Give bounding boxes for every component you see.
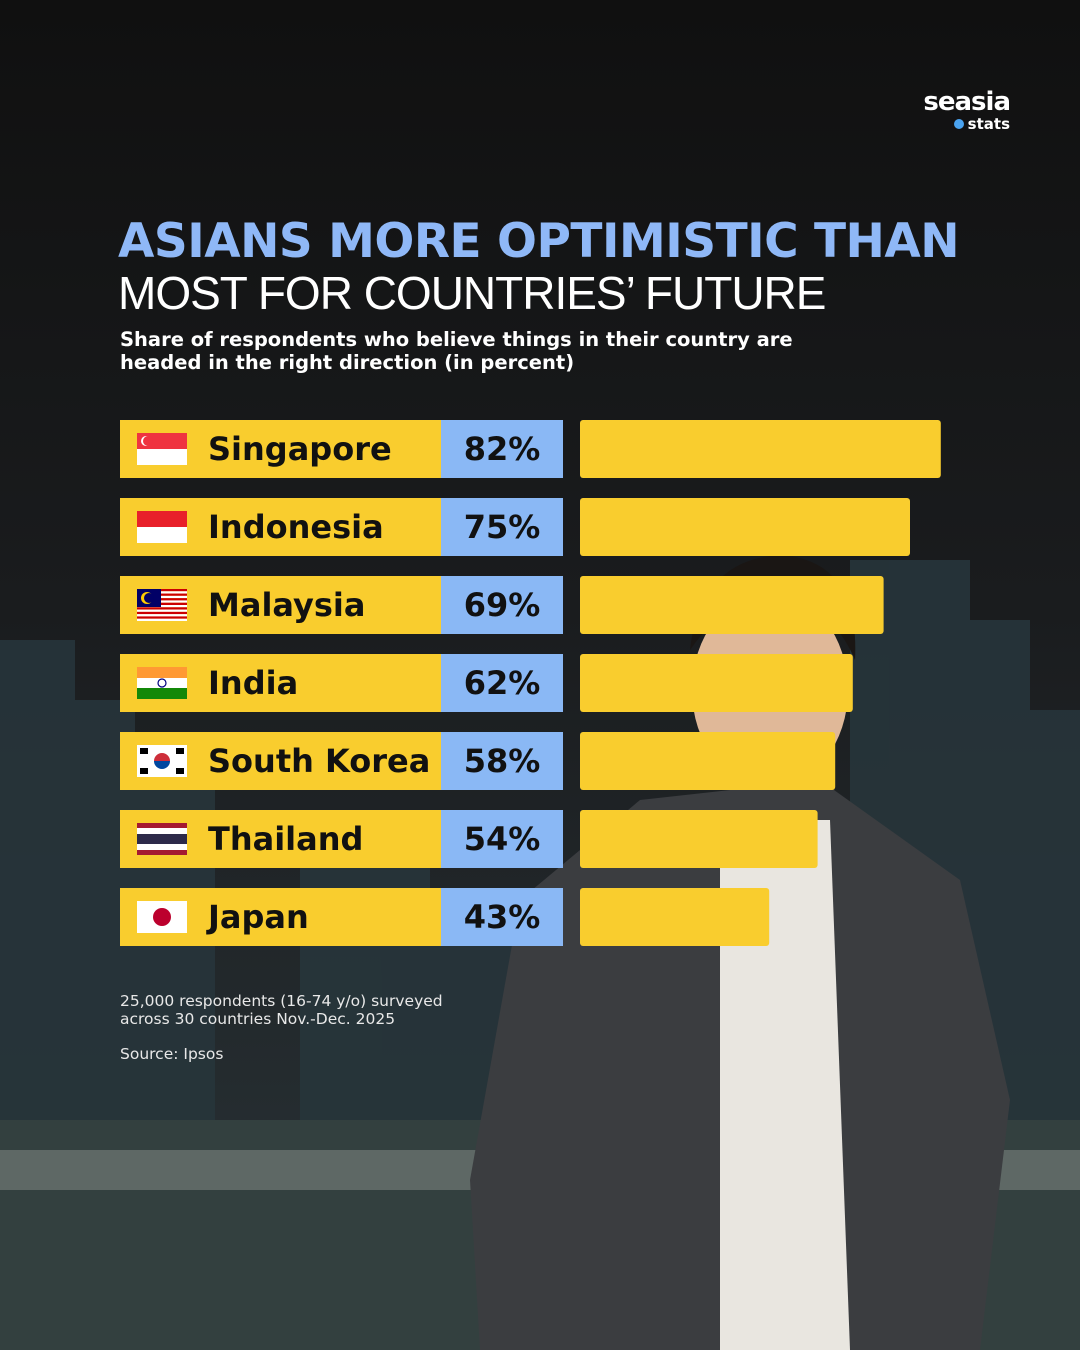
chart-subtitle: Share of respondents who believe things … — [120, 328, 793, 374]
flag-part — [137, 589, 187, 592]
bar — [580, 576, 884, 634]
flag-part — [137, 449, 187, 465]
category-label: Singapore — [208, 430, 392, 468]
flag-part — [137, 616, 187, 619]
flag-part — [176, 748, 184, 754]
flag — [137, 589, 187, 621]
category-label: Thailand — [208, 820, 363, 858]
flag-part — [137, 511, 187, 527]
value-box — [441, 810, 563, 868]
value-box — [441, 576, 563, 634]
flag-part — [137, 667, 187, 678]
category-label: Indonesia — [208, 508, 384, 546]
flag-part — [137, 618, 187, 621]
flag-part — [137, 828, 187, 834]
flag-part — [154, 761, 170, 769]
bar — [580, 420, 941, 478]
value-label: 75% — [464, 508, 541, 546]
flag-part — [140, 748, 148, 754]
flag-part — [137, 678, 187, 688]
flag-part — [143, 436, 153, 446]
flag-part — [137, 844, 187, 850]
note: 25,000 respondents (16-74 y/o) surveyed … — [120, 992, 443, 1028]
chart: Singapore 82% Indonesia 75% Malaysia 69% India… — [120, 420, 941, 946]
brand-tag: stats — [923, 116, 1010, 132]
category-label: Japan — [206, 898, 309, 936]
flag-part — [137, 605, 187, 608]
value-label: 62% — [464, 664, 541, 702]
flag-part — [153, 908, 171, 926]
bar — [580, 888, 770, 946]
chart-title: MOST FOR COUNTRIES’ FUTURE — [118, 267, 826, 319]
flag-part — [137, 823, 187, 828]
flag — [137, 745, 187, 777]
flag-part — [137, 527, 187, 543]
flag-part — [137, 591, 187, 594]
flag-part — [157, 678, 167, 688]
category-label: India — [208, 664, 298, 702]
flag-part — [137, 598, 187, 601]
flag-part — [154, 753, 170, 761]
source: Source: Ipsos — [120, 1045, 224, 1063]
flag-part — [137, 600, 187, 603]
flag — [137, 823, 187, 855]
bar — [580, 810, 818, 868]
bar — [580, 498, 910, 556]
flag-part — [137, 607, 187, 610]
flag-part — [137, 602, 187, 605]
value-box — [441, 654, 563, 712]
flag-part — [176, 768, 184, 774]
value-label: 82% — [464, 430, 541, 468]
flag-part — [140, 768, 148, 774]
value-box — [441, 888, 563, 946]
flag-part — [137, 688, 187, 699]
flag-part — [137, 611, 187, 615]
flag-part — [137, 593, 187, 596]
value-box — [441, 498, 563, 556]
flag-part — [144, 593, 154, 603]
category-label: Malaysia — [208, 586, 365, 624]
value-box — [441, 420, 563, 478]
bar — [580, 654, 853, 712]
flag — [137, 433, 187, 465]
category-label: South Korea — [208, 742, 430, 780]
brand-name: seasia — [923, 87, 1011, 117]
value-box — [441, 732, 563, 790]
value-label: 58% — [464, 742, 541, 780]
flag-part — [137, 850, 187, 855]
value-label: 69% — [464, 586, 541, 624]
flag — [137, 511, 187, 543]
bar — [580, 732, 836, 790]
flag — [137, 667, 187, 699]
flag-part — [137, 595, 187, 599]
flag — [137, 901, 187, 933]
chart-title: ASIANS MORE OPTIMISTIC THAN — [118, 214, 960, 269]
flag-part — [137, 609, 187, 612]
flag-part — [137, 614, 187, 617]
value-label: 54% — [464, 820, 541, 858]
value-label: 43% — [464, 898, 541, 936]
brand: seasia stats — [923, 87, 1011, 132]
flag-part — [137, 834, 187, 844]
